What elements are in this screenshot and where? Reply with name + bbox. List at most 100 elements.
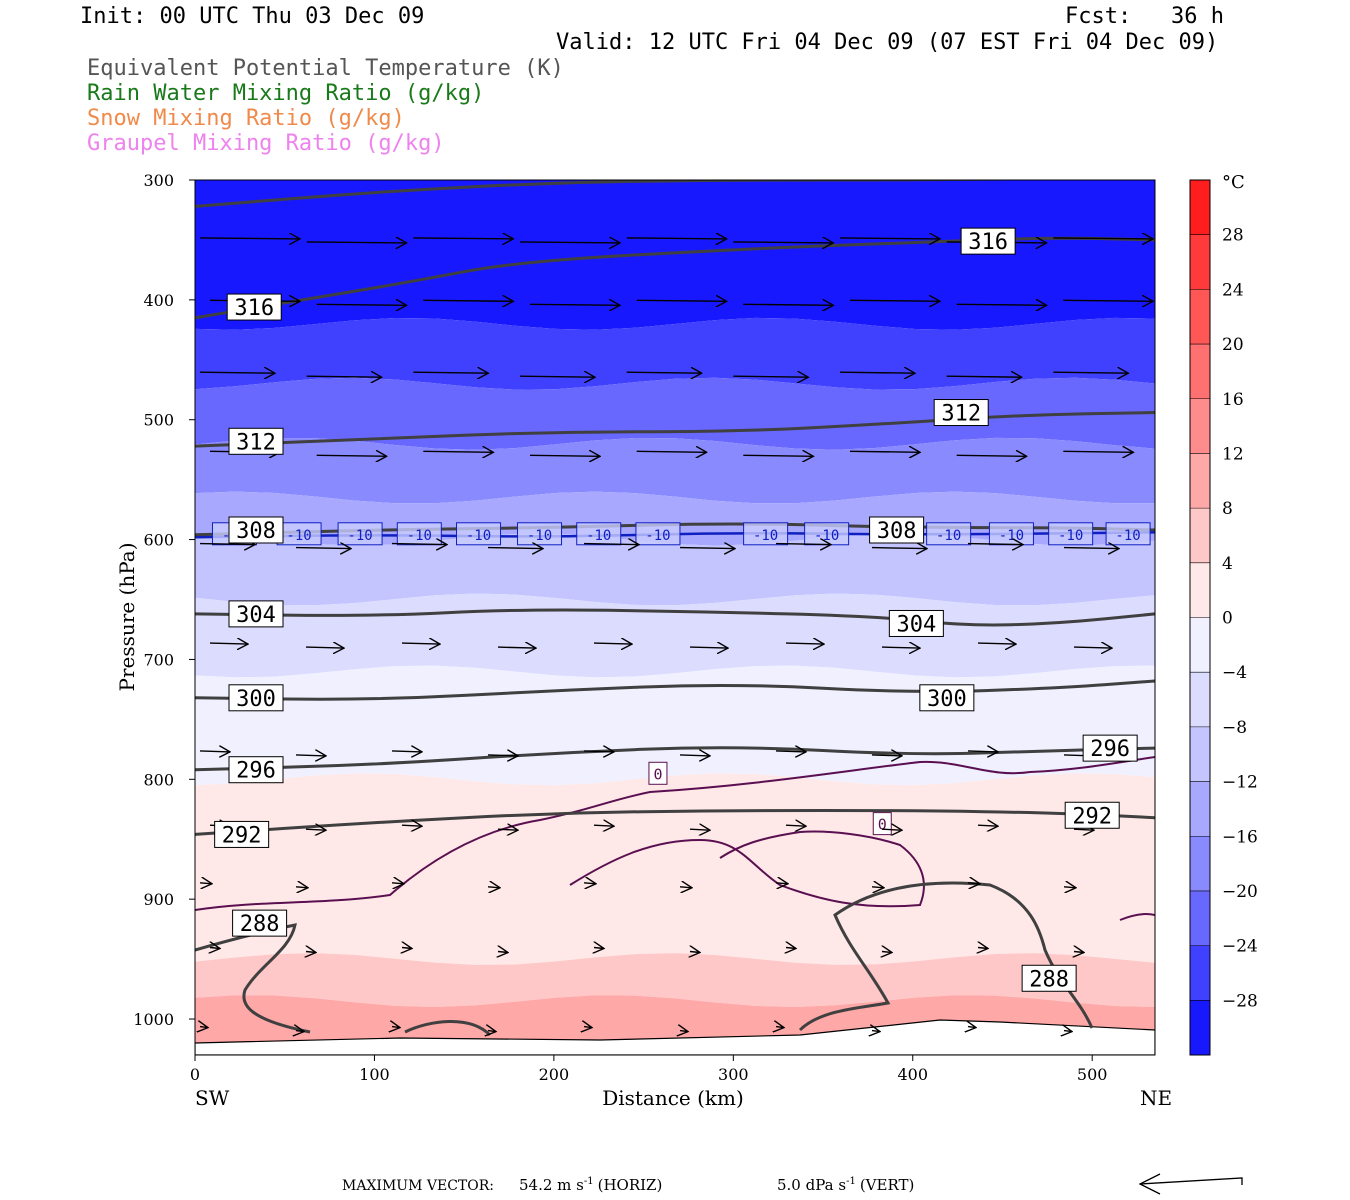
wind-vector (679, 548, 735, 549)
wind-vector (583, 751, 614, 752)
wind-vector (584, 1027, 592, 1028)
horiz-unit: (HORIZ) (598, 1176, 663, 1194)
temperature-band (195, 593, 1155, 678)
x-tick-label: 200 (539, 1065, 570, 1084)
colorbar-unit: °C (1222, 172, 1245, 193)
minus10-label: -10 (814, 528, 839, 544)
temperature-band (195, 377, 1155, 450)
wind-vector (636, 451, 707, 452)
wind-vector (306, 376, 382, 377)
wind-vector (679, 887, 692, 888)
wind-vector (497, 829, 518, 830)
wind-vector (967, 883, 980, 884)
colorbar-tick-label: −20 (1222, 882, 1258, 902)
wind-vector (872, 1031, 880, 1032)
y-axis: 300 400 500 600 700 800 900 1000 (133, 171, 195, 1029)
theta-e-label: 312 (941, 402, 981, 427)
minus10-label-box (1105, 522, 1151, 546)
wind-vector (487, 755, 518, 756)
wind-vector (593, 643, 632, 644)
zero-isotherm-label: 0 (653, 765, 662, 783)
theta-e-label: 296 (1090, 737, 1130, 762)
wind-vector (1063, 300, 1153, 301)
wind-vector (968, 1027, 976, 1028)
wind-vector (849, 451, 920, 452)
colorbar-swatch (1190, 781, 1210, 837)
colorbar-swatch (1190, 289, 1210, 345)
x-tick-label: 400 (897, 1065, 928, 1084)
wind-vector (391, 544, 447, 545)
zero-isotherm-label: 0 (878, 816, 887, 834)
theta-e-label: 316 (968, 230, 1008, 255)
init-time: Init: 00 UTC Thu 03 Dec 09 (80, 4, 425, 29)
wind-vector (733, 376, 808, 377)
minus10-label: -10 (936, 528, 961, 544)
theta-e-label-box (232, 909, 288, 937)
minus10-label-box (1048, 522, 1094, 546)
wind-vector (1063, 451, 1133, 452)
wind-vector (882, 952, 892, 953)
colorbar-tick-label: 0 (1222, 609, 1233, 629)
y-tick-label: 900 (143, 890, 174, 909)
wind-vector (487, 548, 543, 549)
theta-e-label: 300 (236, 687, 276, 712)
theta-e-label: 292 (1072, 804, 1112, 829)
wind-vector (413, 238, 513, 239)
theta-e-contour-288 (798, 881, 1094, 1032)
colorbar-swatch (1190, 672, 1210, 728)
wind-vector (498, 952, 508, 953)
wind-vector (488, 1031, 496, 1032)
wind-vector (316, 304, 407, 305)
wind-vector (946, 376, 1022, 377)
wind-vector (199, 751, 230, 752)
wind-vector (743, 455, 813, 456)
y-axis-label: Pressure (hPa) (115, 543, 139, 692)
theta-e-label: 308 (877, 519, 917, 544)
colorbar-tick-label: −4 (1222, 663, 1247, 683)
minus10-label-box (576, 522, 622, 546)
colorbar-swatch (1190, 617, 1210, 673)
theta-e-contour (195, 679, 1155, 701)
minus10-label: -10 (586, 528, 611, 544)
wind-vector (775, 544, 831, 545)
wind-vector (487, 887, 500, 888)
theta-e-contour-288 (195, 923, 311, 1034)
vert-value: 5.0 dPa s (777, 1176, 846, 1194)
wind-vector (977, 643, 1016, 644)
wind-vector (295, 548, 351, 549)
wind-vector (881, 829, 902, 830)
wind-vector (956, 304, 1047, 305)
theta-e-contour (195, 746, 1155, 772)
vert-exp: -1 (846, 1176, 856, 1187)
y-tick-label: 400 (143, 291, 174, 310)
y-tick-label: 500 (143, 411, 174, 430)
theta-e-contour (195, 808, 1155, 836)
wind-vector (776, 1027, 784, 1028)
wind-vector (1053, 238, 1153, 239)
temperature-band (195, 953, 1155, 1007)
horiz-vector-value: 54.2 m s-1 (HORIZ) (519, 1176, 662, 1194)
temperature-band (195, 773, 1155, 965)
theta-e-label: 312 (236, 430, 276, 455)
theta-e-label-box (1021, 964, 1077, 992)
legend-graupel: Graupel Mixing Ratio (g/kg) (87, 131, 445, 156)
wind-vector (306, 952, 316, 953)
wind-vector (295, 755, 326, 756)
minus10-label: -10 (286, 528, 311, 544)
legend-theta-e: Equivalent Potential Temperature (K) (87, 56, 564, 81)
theta-e-label: 308 (236, 519, 276, 544)
theta-e-contour (195, 608, 1155, 627)
temperature-band (195, 533, 1155, 606)
wind-vector (743, 304, 833, 305)
colorbar-tick-label: −12 (1222, 773, 1258, 793)
theta-e-label: 304 (236, 603, 276, 628)
wind-vector (1073, 829, 1094, 830)
wind-vector (871, 548, 927, 549)
vert-vector-value: 5.0 dPa s-1 (VERT) (777, 1176, 914, 1194)
wind-vector (689, 829, 710, 830)
wind-vector (583, 544, 639, 545)
y-tick-label: 600 (143, 531, 174, 550)
x-right-label: NE (1140, 1086, 1172, 1110)
theta-e-label: 300 (927, 687, 967, 712)
